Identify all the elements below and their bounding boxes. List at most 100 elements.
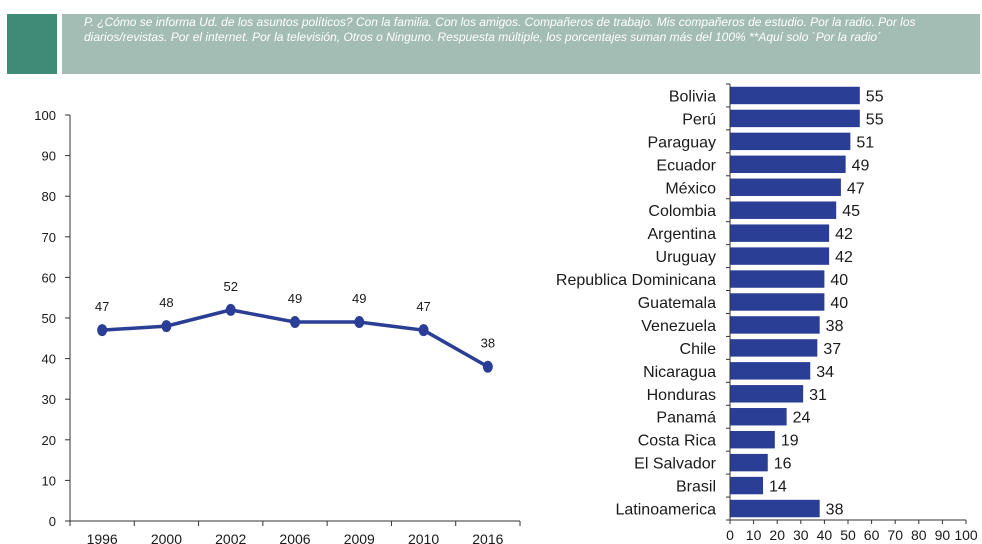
- category-label: Nicaragua: [643, 364, 716, 381]
- bar: [730, 270, 825, 288]
- data-label: 42: [835, 249, 853, 266]
- bar: [730, 293, 825, 311]
- data-label: 38: [826, 502, 844, 519]
- x-tick-label: 20: [769, 527, 785, 543]
- data-label: 37: [823, 341, 841, 358]
- data-label: 55: [866, 88, 884, 105]
- data-label: 49: [852, 157, 870, 174]
- data-label: 45: [842, 203, 860, 220]
- data-label: 40: [830, 295, 848, 312]
- y-tick-label: 70: [42, 230, 56, 245]
- data-point: [290, 316, 300, 329]
- category-label: El Salvador: [634, 456, 716, 473]
- data-label: 51: [856, 134, 874, 151]
- category-label: Argentina: [648, 226, 717, 243]
- y-tick-label: 90: [42, 149, 56, 164]
- category-label: Panamá: [656, 410, 716, 427]
- x-tick-label: 40: [817, 527, 833, 543]
- y-tick-label: 30: [42, 392, 56, 407]
- data-label: 47: [847, 180, 865, 197]
- y-tick-label: 20: [42, 433, 56, 448]
- y-tick-label: 40: [42, 352, 56, 367]
- data-label: 38: [481, 336, 495, 351]
- data-point: [161, 320, 172, 333]
- data-label: 47: [95, 299, 109, 314]
- bar: [730, 408, 787, 426]
- y-tick-label: 60: [42, 270, 56, 285]
- data-label: 38: [826, 318, 844, 335]
- category-label: Costa Rica: [638, 433, 716, 450]
- category-label: Chile: [680, 341, 717, 358]
- category-label: Uruguay: [656, 249, 716, 266]
- data-label: 16: [774, 456, 792, 473]
- bar: [730, 385, 804, 403]
- data-label: 48: [159, 295, 173, 310]
- category-label: Colombia: [648, 203, 716, 220]
- bar: [730, 476, 764, 495]
- y-tick-label: 50: [42, 311, 56, 326]
- bar: [730, 132, 851, 151]
- category-label: México: [665, 180, 716, 197]
- x-tick-label: 2010: [408, 531, 439, 544]
- category-label: Ecuador: [656, 157, 716, 174]
- data-label: 31: [809, 387, 827, 404]
- data-point: [225, 303, 236, 316]
- x-tick-label: 2006: [279, 531, 310, 544]
- bar: [730, 453, 768, 472]
- y-tick-label: 10: [42, 473, 56, 488]
- category-label: Brasil: [676, 479, 716, 496]
- header-accent-square: [7, 14, 57, 74]
- x-tick-label: 100: [954, 527, 978, 543]
- y-tick-label: 80: [42, 189, 56, 204]
- x-tick-label: 70: [887, 527, 903, 543]
- bar: [730, 155, 846, 174]
- bar: [730, 499, 820, 518]
- data-label: 19: [781, 433, 799, 450]
- x-tick-label: 80: [911, 527, 927, 543]
- data-label: 42: [835, 226, 853, 243]
- bar: [730, 86, 860, 105]
- category-label: Paraguay: [648, 134, 717, 151]
- x-tick-label: 2016: [472, 531, 503, 544]
- category-label: Guatemala: [638, 295, 716, 312]
- bar: [730, 201, 837, 219]
- y-tick-label: 100: [34, 108, 56, 123]
- category-label: Honduras: [647, 387, 716, 404]
- question-banner: [62, 14, 980, 74]
- x-tick-label: 2009: [344, 531, 375, 544]
- bar: [730, 247, 830, 265]
- data-label: 24: [793, 410, 811, 427]
- y-tick-label: 0: [49, 514, 56, 529]
- category-label: Perú: [682, 111, 716, 128]
- bar: [730, 430, 775, 449]
- bar: [730, 316, 820, 334]
- data-label: 34: [816, 364, 834, 381]
- data-label: 55: [866, 111, 884, 128]
- data-label: 49: [288, 291, 302, 306]
- bar: [730, 224, 830, 242]
- bar: [730, 178, 841, 196]
- x-tick-label: 60: [864, 527, 880, 543]
- data-point: [482, 360, 493, 373]
- x-tick-label: 2000: [151, 531, 182, 544]
- data-label: 52: [223, 279, 237, 294]
- question-text: P. ¿Cómo se informa Ud. de los asuntos p…: [84, 15, 916, 44]
- x-tick-label: 50: [840, 527, 856, 543]
- data-point: [97, 324, 108, 337]
- category-label: Latinoamerica: [616, 502, 717, 519]
- data-label: 14: [769, 479, 787, 496]
- x-tick-label: 10: [746, 527, 762, 543]
- x-tick-label: 90: [935, 527, 951, 543]
- bar: [730, 362, 811, 380]
- data-point: [418, 324, 429, 337]
- data-point: [354, 316, 365, 329]
- x-tick-label: 2002: [215, 531, 246, 544]
- bar: [730, 339, 818, 357]
- category-label: Republica Dominicana: [556, 272, 716, 289]
- x-tick-label: 30: [793, 527, 809, 543]
- data-label: 40: [830, 272, 848, 289]
- data-label: 49: [352, 291, 366, 306]
- category-label: Bolivia: [669, 88, 716, 105]
